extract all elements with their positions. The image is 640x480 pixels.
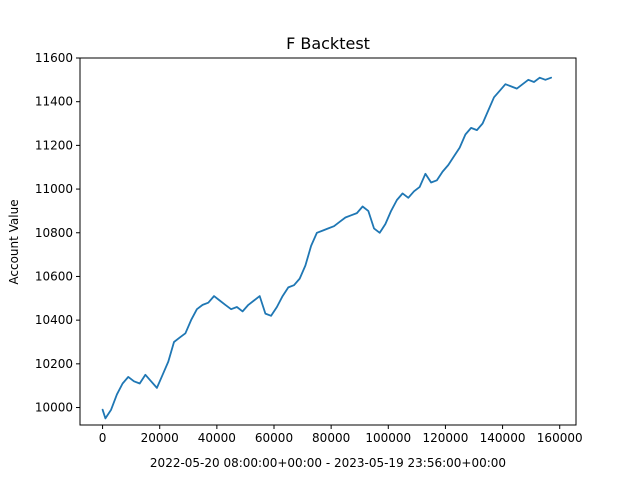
- chart-title: F Backtest: [286, 34, 370, 53]
- y-tick-label: 10200: [35, 357, 73, 371]
- x-tick-label: 0: [99, 431, 107, 445]
- x-axis: 0 20000 40000 60000 80000 100000 120000 140000 1…: [99, 425, 583, 445]
- y-axis: 10000 10200 10400 10600 10800 11000 11200 11400…: [35, 51, 80, 415]
- x-tick-label: 40000: [198, 431, 236, 445]
- plot-background: [80, 58, 576, 425]
- x-tick-label: 60000: [255, 431, 293, 445]
- x-tick-label: 120000: [423, 431, 469, 445]
- y-axis-label: Account Value: [7, 199, 21, 284]
- y-tick-label: 10800: [35, 226, 73, 240]
- y-tick-label: 11600: [35, 51, 73, 65]
- y-tick-label: 10400: [35, 313, 73, 327]
- y-tick-label: 11000: [35, 182, 73, 196]
- plot-frame: [79, 57, 577, 426]
- x-axis-label: 2022-05-20 08:00:00+00:00 - 2023-05-19 2…: [150, 456, 506, 470]
- y-tick-label: 10000: [35, 401, 73, 415]
- series-line: [101, 76, 552, 420]
- x-tick-label: 140000: [480, 431, 526, 445]
- x-tick-label: 80000: [312, 431, 350, 445]
- x-tick-label: 160000: [537, 431, 583, 445]
- x-tick-label: 20000: [141, 431, 179, 445]
- series-layer: [101, 76, 552, 420]
- y-tick-label: 10600: [35, 269, 73, 283]
- x-tick-label: 100000: [365, 431, 411, 445]
- y-tick-label: 11200: [35, 138, 73, 152]
- y-tick-label: 11400: [35, 95, 73, 109]
